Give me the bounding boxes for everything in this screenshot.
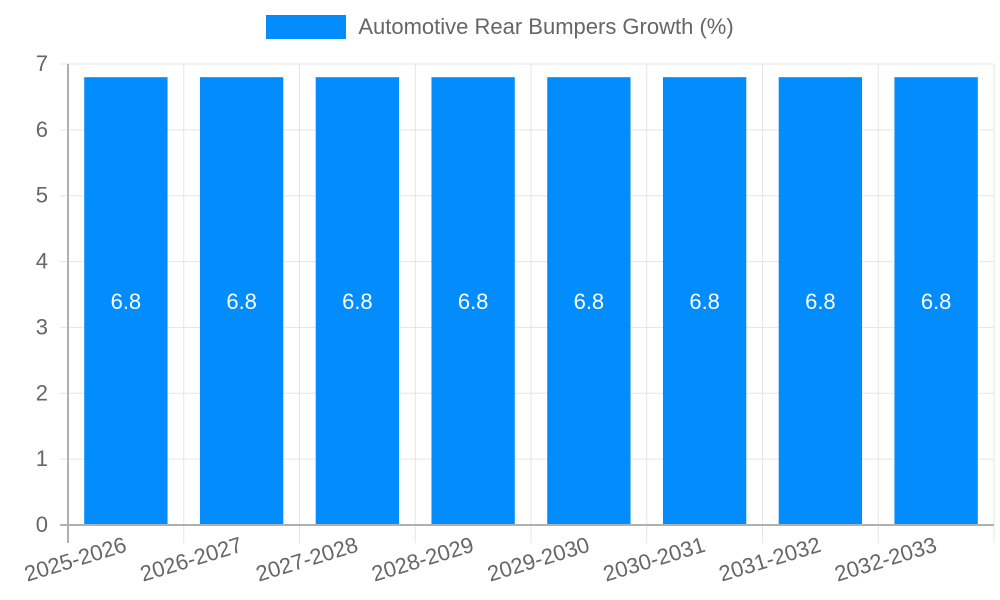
x-tick-label: 2025-2026 xyxy=(21,532,129,587)
y-tick-label: 2 xyxy=(36,380,48,405)
bar-value-label: 6.8 xyxy=(458,289,489,314)
y-axis-ticks: 0 1 2 3 4 5 6 7 xyxy=(36,51,48,537)
x-tick-label: 2027-2028 xyxy=(253,532,361,587)
y-tick-label: 3 xyxy=(36,314,48,339)
x-tick-label: 2029-2030 xyxy=(484,532,592,587)
bar-value-label: 6.8 xyxy=(226,289,257,314)
bar-2028-2029[interactable]: 6.8 xyxy=(431,77,515,526)
x-tick-label: 2032-2033 xyxy=(832,532,940,587)
legend-label: Automotive Rear Bumpers Growth (%) xyxy=(358,14,734,39)
bar-value-label: 6.8 xyxy=(921,289,952,314)
chart-legend: Automotive Rear Bumpers Growth (%) xyxy=(0,14,1000,40)
y-tick-label: 7 xyxy=(36,51,48,76)
x-tick-label: 2031-2032 xyxy=(716,532,824,587)
bar-value-label: 6.8 xyxy=(805,289,836,314)
bar-2032-2033[interactable]: 6.8 xyxy=(894,77,978,526)
bar-value-label: 6.8 xyxy=(342,289,373,314)
bar-value-label: 6.8 xyxy=(574,289,605,314)
bar-value-label: 6.8 xyxy=(111,289,142,314)
y-tick-label: 1 xyxy=(36,446,48,471)
x-axis-ticks: 2025-2026 2026-2027 2027-2028 2028-2029 2029… xyxy=(21,532,939,587)
bar-2027-2028[interactable]: 6.8 xyxy=(315,77,400,526)
axes xyxy=(60,64,994,543)
bar-2029-2030[interactable]: 6.8 xyxy=(547,77,631,526)
x-tick-label: 2030-2031 xyxy=(600,532,708,587)
bar-2030-2031[interactable]: 6.8 xyxy=(662,77,747,526)
y-tick-label: 4 xyxy=(36,249,48,274)
y-tick-label: 6 xyxy=(36,117,48,142)
bar-value-label: 6.8 xyxy=(689,289,720,314)
bar-2025-2026[interactable]: 6.8 xyxy=(84,77,168,526)
bar-2031-2032[interactable]: 6.8 xyxy=(778,77,863,526)
bar-2026-2027[interactable]: 6.8 xyxy=(199,77,284,526)
y-tick-label: 5 xyxy=(36,183,48,208)
x-tick-label: 2028-2029 xyxy=(369,532,477,587)
x-tick-label: 2026-2027 xyxy=(137,532,245,587)
bars: 6.8 6.8 6.8 6.8 6.8 6.8 6.8 6.8 xyxy=(84,77,978,526)
legend-swatch[interactable] xyxy=(266,15,347,39)
y-tick-label: 0 xyxy=(36,512,48,537)
